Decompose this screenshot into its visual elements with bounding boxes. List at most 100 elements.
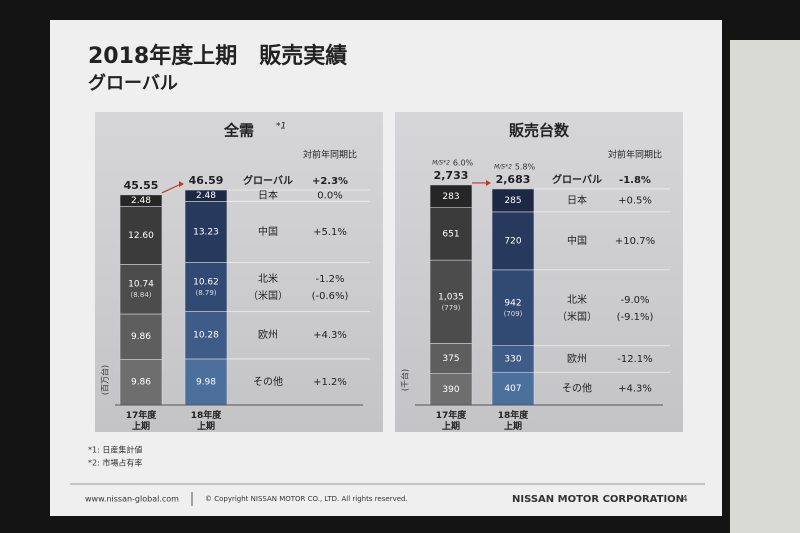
change-label: +1.2% (313, 377, 347, 388)
share-name: M/S*2 (432, 159, 450, 166)
value-label: 10.28 (193, 331, 219, 341)
row-label: 中国 (258, 225, 278, 238)
bar-segment (119, 205, 163, 265)
value-label: 2.48 (131, 196, 151, 206)
change-label: +5.1% (313, 227, 347, 238)
bar-segment (119, 194, 163, 207)
row-label: 中国 (567, 234, 587, 247)
value-label: 651 (442, 229, 459, 239)
slide-title: 2018年度上期 販売実績 (88, 43, 347, 69)
row-label: 欧州 (567, 353, 587, 365)
category-label: 17年度上期 (126, 409, 158, 432)
row-label: グローバル (243, 174, 293, 187)
value-label: 2.48 (196, 191, 216, 201)
title-note: *1 (276, 122, 286, 132)
value-label: 9.86 (131, 332, 151, 342)
page-number: 4 (682, 495, 688, 505)
bar-segment (491, 269, 535, 346)
value-label: 330 (504, 354, 521, 364)
footnote: *1: 日産集計値 (88, 445, 142, 455)
bar-segment (119, 359, 163, 406)
change-label: +2.3% (312, 176, 348, 187)
bar-segment (184, 358, 228, 406)
value-label: 283 (442, 192, 459, 202)
change-label: -9.0% (620, 295, 649, 306)
row-label: 北米 (567, 293, 587, 306)
total-label: 2,683 (496, 173, 531, 186)
sub-value-label: (779) (442, 304, 461, 312)
value-label: 10.74 (128, 280, 154, 290)
row-label: グローバル (552, 173, 602, 186)
slide-subtitle: グローバル (88, 72, 178, 94)
side-board (730, 40, 800, 533)
bar-segment (429, 373, 473, 406)
change-label: +0.5% (618, 195, 652, 206)
row-label: その他 (562, 382, 592, 395)
bar-segment (184, 262, 228, 312)
change-label: -12.1% (617, 354, 652, 365)
value-label: 13.23 (193, 227, 219, 237)
footnote: *2: 市場占有率 (88, 458, 142, 468)
arrow (161, 183, 182, 194)
sub-change-label: (-9.1%) (617, 312, 654, 323)
value-label: 390 (442, 385, 459, 395)
footer-url: www.nissan-global.com (85, 495, 179, 504)
change-label: -1.8% (619, 175, 651, 186)
sub-value-label: (8.79) (195, 289, 216, 297)
bar-segment (429, 184, 473, 209)
bar-segment (119, 313, 163, 360)
row-label: その他 (253, 375, 283, 388)
share-name: M/S*2 (494, 163, 512, 170)
category-label: 18年度上期 (191, 409, 223, 432)
arrow-head (486, 179, 491, 186)
total-label: 46.59 (189, 174, 224, 187)
share-label: 5.8% (515, 162, 536, 171)
row-label: 日本 (258, 189, 278, 202)
sub-change-label: (-0.6%) (312, 291, 349, 302)
bar-segment (184, 201, 228, 263)
unit-label: (千台) (400, 369, 410, 391)
bar-segment (429, 259, 473, 344)
share-label: 6.0% (453, 158, 474, 167)
bar-segment (184, 189, 228, 202)
value-label: 285 (504, 196, 521, 206)
value-label: 720 (504, 236, 521, 246)
footer-company: NISSAN MOTOR CORPORATION (512, 494, 684, 505)
change-label: +4.3% (618, 384, 652, 395)
change-label: 0.0% (317, 191, 342, 202)
bar-segment (491, 371, 535, 406)
chart-title: 全需 (223, 122, 254, 140)
value-label: 375 (442, 354, 459, 364)
change-label: -1.2% (315, 274, 344, 285)
bar-segment (429, 343, 473, 374)
value-label: 9.86 (131, 378, 151, 388)
value-label: 10.62 (193, 278, 219, 288)
unit-label: (百万台) (100, 365, 110, 395)
bar-segment (184, 311, 228, 360)
row-label: 日本 (567, 193, 587, 206)
sub-value-label: (709) (504, 310, 523, 318)
value-label: 1,035 (438, 292, 464, 302)
value-label: 9.98 (196, 377, 216, 387)
bar-segment (119, 264, 163, 315)
footer-copyright: © Copyright NISSAN MOTOR CO., LTD. All r… (205, 495, 408, 503)
bar-segment (491, 211, 535, 271)
chart-title: 販売台数 (509, 122, 570, 140)
change-label: +10.7% (615, 236, 655, 247)
total-label: 2,733 (434, 169, 469, 182)
change-label: +4.3% (313, 330, 347, 341)
category-label: 17年度上期 (436, 409, 468, 432)
bar-segment (491, 345, 535, 373)
total-label: 45.55 (124, 179, 159, 192)
value-label: 942 (504, 298, 521, 308)
value-label: 12.60 (128, 231, 154, 241)
row-label: 欧州 (258, 329, 278, 341)
chart-header: 対前年同期比 (303, 149, 357, 161)
row-sub-label: （米国） (557, 310, 597, 323)
arrow-head (179, 181, 184, 187)
row-label: 北米 (258, 272, 278, 285)
bar-segment (491, 188, 535, 213)
chart-header: 対前年同期比 (608, 149, 662, 161)
